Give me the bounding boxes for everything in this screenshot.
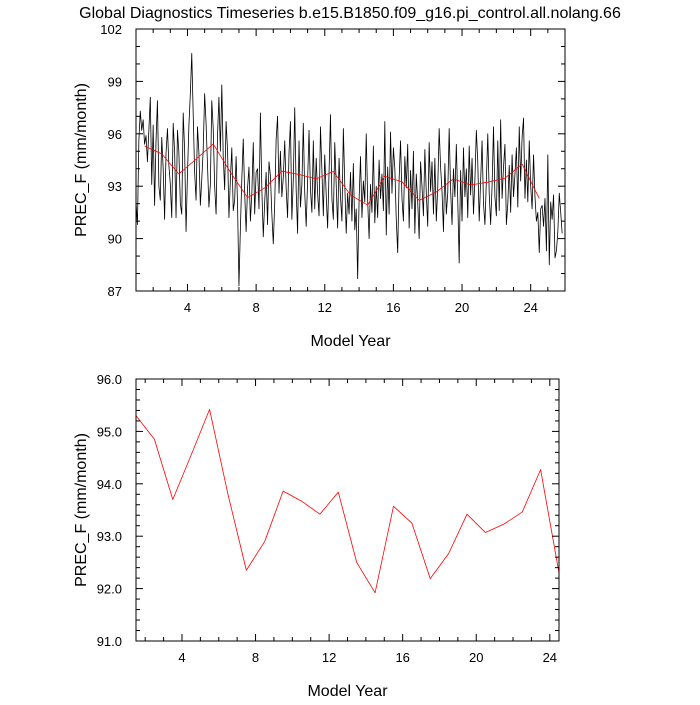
y-tick-label-1: 96.0 — [97, 372, 122, 387]
x-tick-label-0: 20 — [455, 300, 469, 315]
x-axis-label-1: Model Year — [307, 683, 388, 700]
x-axis-label-0: Model Year — [310, 333, 391, 350]
series-line-annual-0 — [144, 143, 540, 206]
series-line-annual-1 — [135, 408, 560, 594]
x-tick-label-1: 16 — [395, 650, 409, 665]
y-tick-label-0: 96 — [108, 127, 122, 142]
x-tick-label-1: 20 — [469, 650, 483, 665]
x-tick-label-1: 12 — [322, 650, 336, 665]
x-tick-label-0: 8 — [253, 300, 260, 315]
y-tick-label-1: 92.0 — [97, 582, 122, 597]
y-tick-label-0: 90 — [108, 232, 122, 247]
plot-frame-0 — [135, 28, 566, 292]
y-tick-label-1: 94.0 — [97, 477, 122, 492]
series-line-monthly-0 — [135, 53, 563, 287]
x-tick-label-1: 4 — [178, 650, 185, 665]
y-tick-label-1: 91.0 — [97, 634, 122, 649]
chart-title: Global Diagnostics Timeseries b.e15.B185… — [79, 5, 621, 22]
y-axis-label-0: PREC_F (mm/month) — [73, 83, 90, 237]
x-tick-label-0: 12 — [318, 300, 332, 315]
x-tick-label-1: 24 — [543, 650, 557, 665]
x-tick-label-1: 8 — [252, 650, 259, 665]
y-tick-label-0: 93 — [108, 179, 122, 194]
y-axis-label-1: PREC_F (mm/month) — [73, 433, 90, 587]
y-tick-label-1: 93.0 — [97, 529, 122, 544]
y-tick-label-0: 87 — [108, 284, 122, 299]
x-tick-label-0: 4 — [184, 300, 191, 315]
y-tick-label-1: 95.0 — [97, 424, 122, 439]
timeseries-plot-monthly: 4 8 12 16 20 24 87 90 93 96 99 102 Model Year PREC_F … — [73, 22, 566, 350]
y-tick-label-0: 99 — [108, 74, 122, 89]
x-tick-label-0: 16 — [386, 300, 400, 315]
timeseries-plot-annual: 4 8 12 16 20 24 91.0 92.0 93.0 94.0 95.0 96.0 Model … — [73, 372, 560, 700]
y-tick-label-0: 102 — [100, 22, 122, 37]
x-tick-label-0: 24 — [523, 300, 537, 315]
